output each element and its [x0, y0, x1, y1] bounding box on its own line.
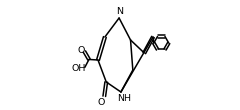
Text: NH: NH	[117, 94, 131, 103]
Text: O: O	[98, 98, 105, 107]
Text: OH: OH	[72, 64, 86, 73]
Text: N: N	[116, 7, 123, 16]
Text: O: O	[77, 46, 84, 55]
